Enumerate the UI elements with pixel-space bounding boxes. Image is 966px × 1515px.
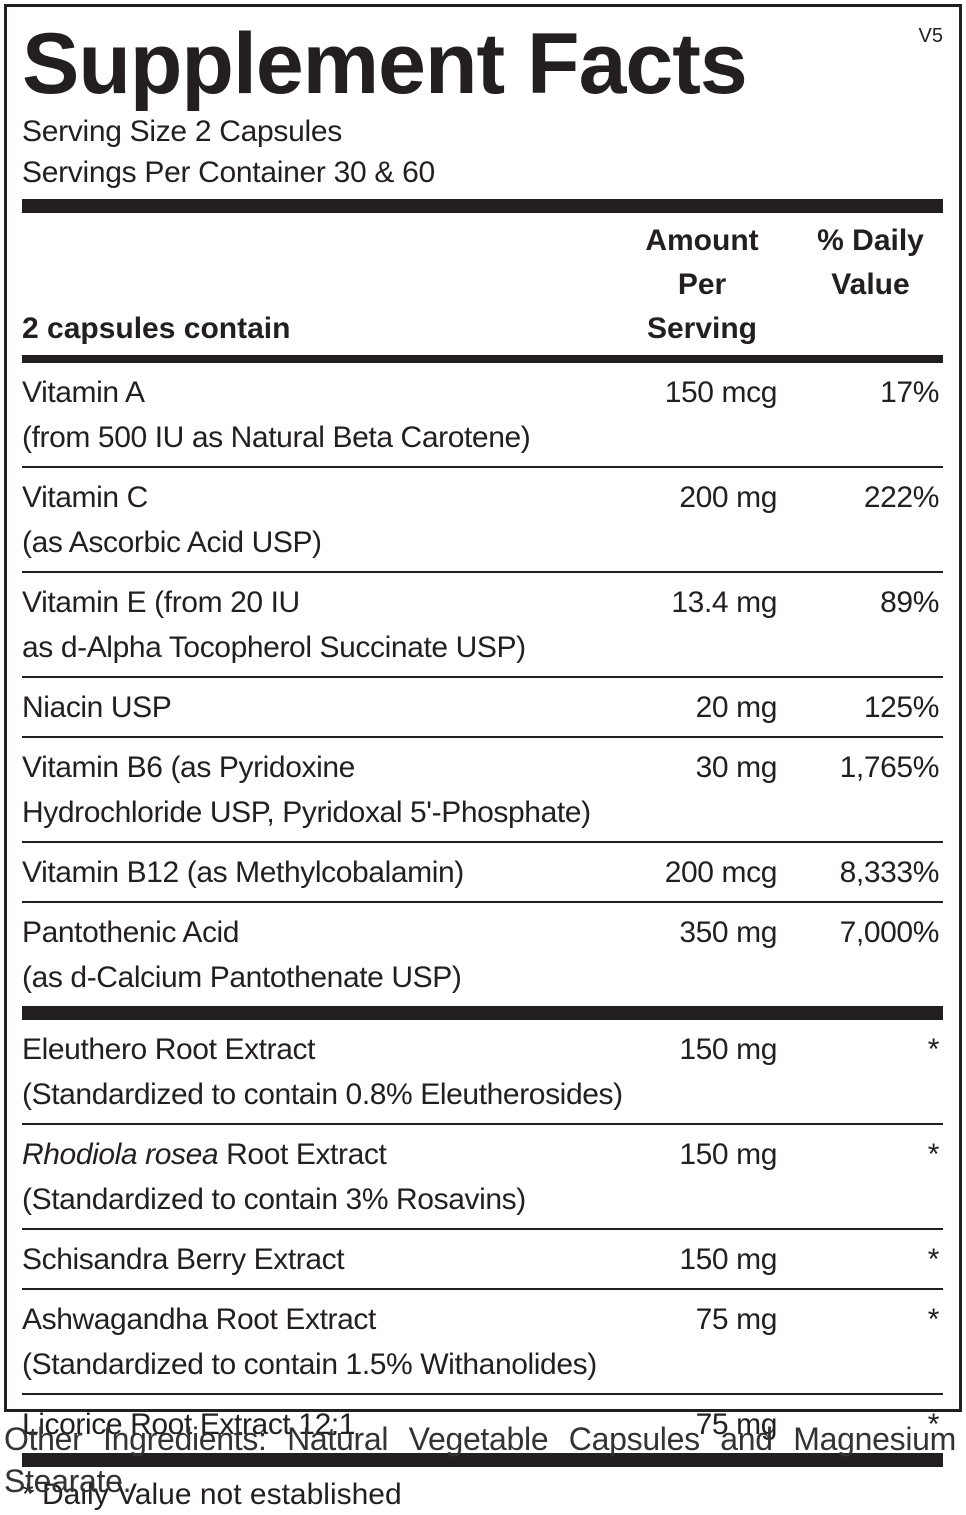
row: Vitamin B6 (as Pyridoxine Hydrochloride U… — [22, 736, 943, 841]
divider — [22, 199, 943, 213]
row: Rhodiola rosea Root Extract (Standardized… — [22, 1123, 943, 1228]
ingredient-line: Hydrochloride USP, Pyridoxal 5'-Phosphat… — [22, 796, 591, 829]
daily-value: 7,000% — [839, 916, 940, 949]
divider — [22, 1006, 943, 1020]
ingredient: Licorice Root Extract 12:1 — [22, 1402, 622, 1447]
ingredient: Eleuthero Root Extract (Standardized to c… — [22, 1027, 623, 1117]
amount: 75 mg — [695, 1408, 778, 1441]
ingredient: Schisandra Berry Extract — [22, 1237, 622, 1282]
ingredient-line: as d-Alpha Tocopherol Succinate USP) — [22, 631, 526, 664]
amount: 150 mcg — [664, 376, 778, 409]
col-header: 2 capsules contain — [22, 312, 291, 345]
ingredient: Niacin USP — [22, 685, 622, 730]
amount: 200 mcg — [664, 856, 778, 889]
amount: 150 mg — [679, 1243, 777, 1276]
ingredient: Vitamin B6 (as Pyridoxine Hydrochloride U… — [22, 745, 622, 835]
daily-value: 17% — [880, 376, 939, 409]
label-inner: V5 Supplement Facts Serving Size 2 Capsu… — [22, 7, 943, 1515]
row: Niacin USP 20 mg 125% — [22, 676, 943, 736]
ingredient-text: Root Extract — [218, 1138, 387, 1171]
label: V5 Supplement Facts Serving Size 2 Capsu… — [4, 4, 962, 1511]
title: Supplement Facts — [22, 16, 748, 112]
col-header: % Daily Value — [817, 224, 924, 301]
ingredient: Vitamin A (from 500 IU as Natural Beta Ca… — [22, 370, 622, 460]
ingredient: Ashwagandha Root Extract (Standardized to… — [22, 1297, 622, 1387]
amount: 150 mg — [679, 1033, 777, 1066]
ingredient-line: Rhodiola rosea Root Extract — [22, 1132, 622, 1177]
amount: 200 mg — [679, 481, 777, 514]
row: Schisandra Berry Extract 150 mg * — [22, 1228, 943, 1288]
ingredient: Vitamin B12 (as Methylcobalamin) — [22, 850, 622, 895]
row: Vitamin A (from 500 IU as Natural Beta Ca… — [22, 363, 943, 466]
ingredient-line: (from 500 IU as Natural Beta Carotene) — [22, 421, 531, 454]
ingredient-line: (as d-Calcium Pantothenate USP) — [22, 961, 462, 994]
ingredient-line: Vitamin B6 (as Pyridoxine — [22, 751, 355, 784]
row: Eleuthero Root Extract (Standardized to c… — [22, 1020, 943, 1123]
ingredient: Rhodiola rosea Root Extract (Standardized… — [22, 1132, 622, 1222]
daily-value: * — [927, 1033, 940, 1066]
ingredient-line: Schisandra Berry Extract — [22, 1243, 345, 1276]
amount: 150 mg — [679, 1138, 777, 1171]
other-ingredients: Other Ingredients: Natural Vegetable Cap… — [4, 1421, 956, 1499]
ingredient-line: Vitamin B12 (as Methylcobalamin) — [22, 856, 464, 889]
amount: 75 mg — [695, 1303, 778, 1336]
row: Pantothenic Acid (as d-Calcium Pantothena… — [22, 901, 943, 1006]
ingredient: Vitamin E (from 20 IU as d-Alpha Tocopher… — [22, 580, 622, 670]
table-header: 2 capsules contain Amount Per Serving % … — [22, 213, 943, 355]
ingredient-line: Vitamin C — [22, 481, 148, 514]
row: Vitamin B12 (as Methylcobalamin) 200 mcg 8… — [22, 841, 943, 901]
ingredient-line: (Standardized to contain 3% Rosavins) — [22, 1183, 526, 1216]
amount: 13.4 mg — [671, 586, 777, 619]
amount: 30 mg — [695, 751, 778, 784]
ingredient-line: Niacin USP — [22, 691, 172, 724]
divider — [22, 1453, 943, 1467]
ingredient-line: Eleuthero Root Extract — [22, 1033, 316, 1066]
ingredient: Pantothenic Acid (as d-Calcium Pantothena… — [22, 910, 622, 1000]
ingredient-line: Pantothenic Acid — [22, 916, 240, 949]
daily-value: 8,333% — [839, 856, 940, 889]
ingredient-line: Ashwagandha Root Extract — [22, 1303, 376, 1336]
ingredient-line: (Standardized to contain 1.5% Withanolid… — [22, 1348, 597, 1381]
table-body: Vitamin A (from 500 IU as Natural Beta Ca… — [22, 363, 943, 1467]
ingredient-italic: Rhodiola rosea — [22, 1138, 219, 1171]
amount: 20 mg — [695, 691, 778, 724]
row: Ashwagandha Root Extract (Standardized to… — [22, 1288, 943, 1393]
serving-size: Serving Size 2 Capsules — [22, 115, 342, 148]
daily-value: * — [927, 1243, 940, 1276]
daily-value: * — [927, 1138, 940, 1171]
row: Licorice Root Extract 12:1 75 mg * — [22, 1393, 943, 1453]
ingredient-line: Vitamin E (from 20 IU — [22, 586, 300, 619]
ingredient-line: (as Ascorbic Acid USP) — [22, 526, 322, 559]
daily-value: * — [927, 1303, 940, 1336]
divider — [22, 355, 943, 363]
col-header: Amount Per Serving — [645, 224, 759, 345]
ingredient-line: (Standardized to contain 0.8% Eleutheros… — [22, 1078, 623, 1111]
daily-value: 89% — [880, 586, 939, 619]
ingredient: Vitamin C (as Ascorbic Acid USP) — [22, 475, 622, 565]
daily-value: 222% — [863, 481, 940, 514]
amount: 350 mg — [679, 916, 777, 949]
row: Vitamin C (as Ascorbic Acid USP) 200 mg 222… — [22, 466, 943, 571]
daily-value: 125% — [863, 691, 940, 724]
ingredient-line: Vitamin A — [22, 376, 145, 409]
row: Vitamin E (from 20 IU as d-Alpha Tocopher… — [22, 571, 943, 676]
servings-per-container: Servings Per Container 30 & 60 — [22, 156, 435, 189]
daily-value: 1,765% — [839, 751, 940, 784]
daily-value: * — [927, 1408, 940, 1441]
version: V5 — [918, 25, 943, 47]
ingredient-line: Licorice Root Extract 12:1 — [22, 1408, 356, 1441]
